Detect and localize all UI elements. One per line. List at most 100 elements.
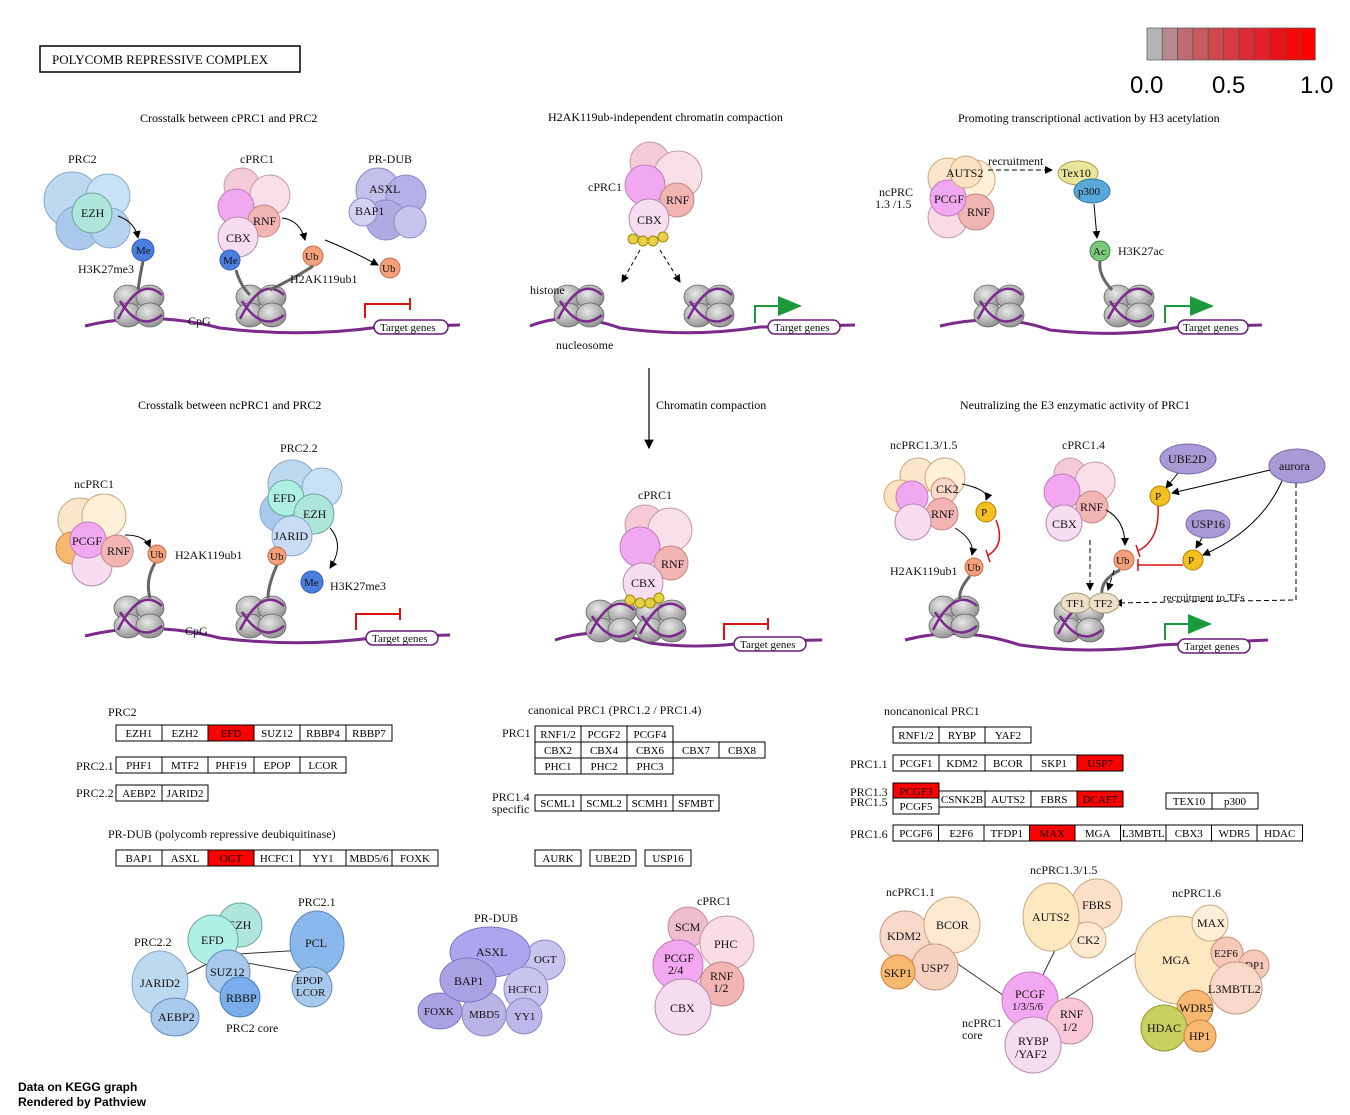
gene-box[interactable]: BCOR [984,754,1032,772]
ezh-node[interactable] [71,192,113,234]
yaf2-bottom-label: /YAF2 [1015,1047,1047,1061]
gene-box[interactable]: FBRS [1030,790,1078,808]
gene-box[interactable]: USP7 [1076,754,1124,772]
gene-box[interactable]: RBBP4 [299,724,347,742]
ck2-bottom-label: CK2 [1077,933,1100,947]
gene-label: LCOR [308,760,338,772]
gene-box[interactable]: CBX4 [580,741,628,759]
rnf-num-bottom-nc-label: 1/2 [1062,1020,1077,1034]
gene-box[interactable]: RYBP [938,726,986,744]
ncprc16-bottom-label: ncPRC1.6 [1172,886,1221,900]
gene-box[interactable]: SCMH1 [626,794,674,812]
hcfc1-bottom-label: HCFC1 [508,984,542,996]
gene-label: USP16 [652,853,684,865]
gene-box[interactable]: SFMBT [672,794,720,812]
gene-box[interactable]: PCGF5 [892,797,940,815]
gene-label: HCFC1 [260,853,294,865]
gene-box[interactable]: PCGF1 [892,754,940,772]
ub-label-p4-2: Ub [270,551,284,563]
gene-box[interactable]: WDR5 [1211,824,1258,842]
gene-box[interactable]: PCGF4 [626,725,674,743]
ube2d-label-p6: UBE2D [1168,452,1207,466]
gene-box[interactable]: UBE2D [589,849,637,867]
gene-box[interactable]: AEBP2 [115,784,163,802]
gene-box[interactable]: SCML2 [580,794,628,812]
gene-box[interactable]: CSNK2B [938,790,986,808]
ub-label-p4: Ub [150,549,164,561]
gene-box[interactable]: HCFC1 [253,849,301,867]
gene-box[interactable]: FOXK [391,849,439,867]
gene-box[interactable]: JARID2 [161,784,209,802]
gene-box[interactable]: MTF2 [161,756,209,774]
gene-box[interactable]: CBX8 [718,741,766,759]
gene-box[interactable]: EZH2 [161,724,209,742]
gene-box[interactable]: PHC1 [534,757,582,775]
nucleosome [113,284,165,328]
gene-box[interactable]: PCGF3 [892,782,940,800]
ub-label-p6: Ub [967,562,981,574]
gene-box[interactable]: EPOP [253,756,301,774]
pathway-title-text: POLYCOMB REPRESSIVE COMPLEX [52,52,269,67]
gene-label: PHC1 [545,761,572,773]
gene-box[interactable]: YAF2 [984,726,1032,744]
gene-box[interactable]: PHF1 [115,756,163,774]
ncprc1-section-label: noncanonical PRC1 [884,704,980,718]
gene-box[interactable]: DCAF7 [1076,790,1124,808]
nucleosome [235,595,287,639]
target-genes-p3: Target genes [1183,322,1239,334]
gene-box[interactable]: CBX7 [672,741,720,759]
lcor-bottom-label: LCOR [296,987,326,999]
gene-box[interactable]: OGT [207,849,255,867]
gene-box[interactable]: p300 [1211,792,1259,810]
gene-box[interactable]: SCML1 [534,794,582,812]
gene-box[interactable]: CBX3 [1165,824,1212,842]
gene-box[interactable]: HDAC [1256,824,1303,842]
legend-cell [1253,27,1270,61]
prc22-row-label: PRC2.2 [76,786,114,800]
gene-box[interactable]: PCGF2 [580,725,628,743]
gene-label: TEX10 [1173,796,1206,808]
bottom-prdub-complex: PR-DUB OGT ASXL HCFC1 FOXK MBD5 YY1 BAP1 [417,911,566,1037]
gene-box[interactable]: USP16 [644,849,692,867]
gene-box[interactable]: PHC2 [580,757,628,775]
gene-box[interactable]: SUZ12 [253,724,301,742]
gene-box[interactable]: BAP1 [115,849,163,867]
gene-box[interactable]: SKP1 [1030,754,1078,772]
gene-box[interactable]: TEX10 [1165,792,1213,810]
panel6-title: Neutralizing the E3 enzymatic activity o… [960,398,1190,412]
gene-box[interactable]: L3MBTL [1120,824,1167,842]
gene-box[interactable]: CBX2 [534,741,582,759]
gene-box[interactable]: PHC3 [626,757,674,775]
gene-box[interactable]: MGA [1074,824,1121,842]
gene-box[interactable]: PCGF6 [892,824,939,842]
gene-box[interactable]: MAX [1029,824,1076,842]
legend-tick-0: 0.0 [1130,72,1163,99]
gene-label: SCML2 [586,798,621,810]
gene-label: RNF1/2 [898,730,933,742]
rnf-bottom-nc-label: RNF [1060,1007,1084,1021]
gene-box[interactable]: AURK [534,849,582,867]
gene-box[interactable]: RNF1/2 [534,725,582,743]
gene-label: AUTS2 [991,794,1025,806]
gene-box[interactable]: RNF1/2 [892,726,940,744]
gene-box[interactable]: ASXL [161,849,209,867]
gene-box[interactable]: LCOR [299,756,347,774]
gene-label: EPOP [264,760,291,772]
gene-box[interactable]: RBBP7 [345,724,393,742]
gene-box[interactable]: YY1 [299,849,347,867]
gene-box[interactable]: EZH1 [115,724,163,742]
gene-label: SKP1 [1041,758,1067,770]
gene-box[interactable]: EFD [207,724,255,742]
gene-box[interactable]: CBX6 [626,741,674,759]
gene-box[interactable]: PHF19 [207,756,255,774]
h2ak119ub1-label-p4: H2AK119ub1 [175,548,243,562]
gene-box[interactable]: KDM2 [938,754,986,772]
gene-box[interactable]: MBD5/6 [345,849,393,867]
h2ak119ub1-label-p1: H2AK119ub1 [290,272,358,286]
rnf-label-p2: RNF [666,193,690,207]
gene-label: JARID2 [167,788,204,800]
gene-box[interactable]: TFDP1 [983,824,1030,842]
cpg-label-p1: CpG [188,314,211,328]
gene-box[interactable]: AUTS2 [984,790,1032,808]
gene-box[interactable]: E2F6 [938,824,985,842]
